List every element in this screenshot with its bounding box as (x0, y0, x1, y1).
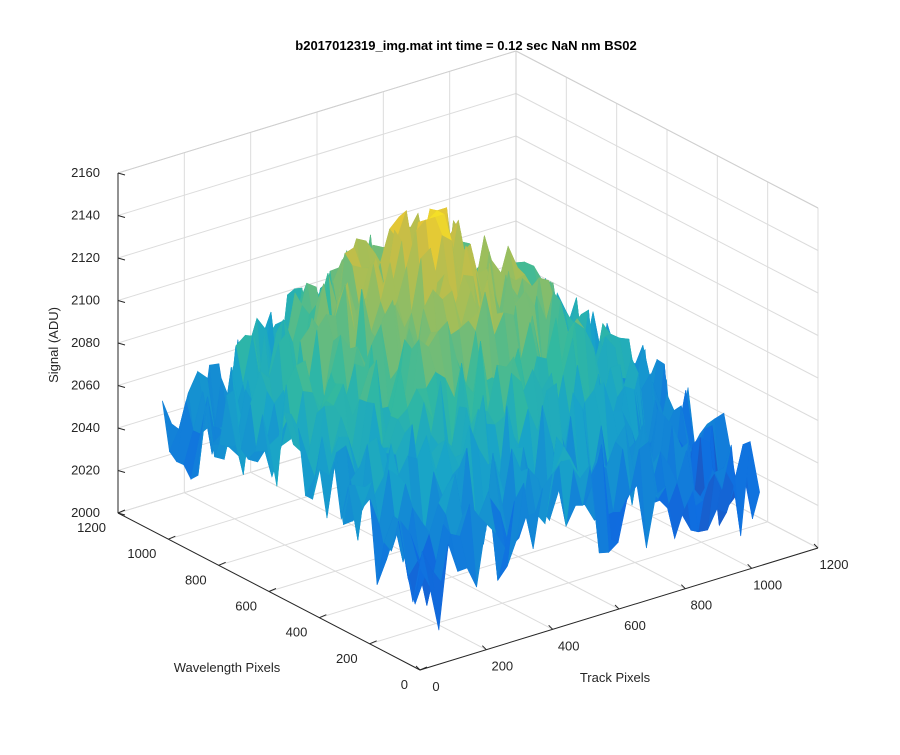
grid-line (515, 263, 819, 421)
y-tick-mark (117, 509, 126, 514)
z-tick-mark (117, 512, 126, 516)
grid-line (369, 521, 768, 645)
grid-line (515, 220, 819, 379)
y-tick-mark (419, 666, 428, 671)
x-tick-mark (481, 645, 487, 651)
z-tick-label: 2120 (71, 250, 100, 265)
grid-line (515, 135, 819, 294)
x-tick-mark (415, 665, 421, 671)
z-tick-mark (117, 215, 126, 218)
grid-line (117, 178, 517, 301)
z-tick-mark (117, 257, 126, 261)
x-tick-mark (680, 584, 686, 590)
x-tick-label: 600 (624, 618, 646, 633)
z-tick-mark (117, 427, 126, 431)
surface-patch (412, 551, 430, 603)
grid-line (117, 93, 517, 216)
y-tick-label: 400 (286, 625, 308, 640)
z-tick-mark (117, 385, 126, 388)
x-tick-label: 1200 (820, 557, 849, 572)
y-tick-label: 1200 (77, 520, 106, 535)
z-tick-mark (117, 300, 126, 303)
y-tick-label: 0 (401, 677, 408, 692)
x-tick-label: 200 (491, 659, 513, 674)
z-tick-mark (117, 172, 126, 176)
y-tick-mark (369, 640, 377, 645)
x-tick-label: 0 (432, 679, 439, 694)
x-tick-mark (614, 604, 620, 610)
grid-line (117, 135, 517, 259)
grid-line (515, 178, 819, 336)
z-tick-label: 2000 (71, 505, 100, 520)
tick-labels: 0 200 400 600 800 1000 1200 0 200 400 600 800 1000 12… (71, 165, 848, 694)
z-tick-label: 2140 (71, 208, 100, 223)
y-tick-mark (319, 614, 327, 619)
z-axis-label: Signal (ADU) (46, 307, 61, 383)
axes-lines (117, 172, 819, 671)
y-tick-mark (218, 561, 226, 566)
z-tick-label: 2020 (71, 463, 100, 478)
y-tick-label: 600 (235, 599, 257, 614)
z-tick-mark (117, 342, 126, 346)
z-tick-label: 2040 (71, 420, 100, 435)
y-tick-mark (168, 535, 176, 540)
y-tick-label: 800 (185, 572, 207, 587)
x-tick-mark (813, 543, 819, 549)
y-tick-label: 1000 (127, 546, 156, 561)
z-tick-label: 2160 (71, 165, 100, 180)
y-tick-label: 200 (336, 651, 358, 666)
box-edge (117, 50, 517, 174)
z-tick-label: 2080 (71, 335, 100, 350)
box-edge (515, 50, 819, 209)
x-tick-label: 800 (690, 598, 712, 613)
x-tick-label: 400 (558, 638, 580, 653)
x-tick-label: 1000 (753, 577, 782, 592)
z-tick-label: 2100 (71, 293, 100, 308)
z-tick-label: 2060 (71, 378, 100, 393)
y-tick-mark (268, 588, 277, 592)
y-axis-label: Wavelength Pixels (174, 660, 281, 675)
chart-title: b2017012319_img.mat int time = 0.12 sec … (295, 38, 636, 53)
z-tick-mark (117, 470, 126, 473)
x-axis-label: Track Pixels (580, 670, 651, 685)
x-tick-mark (548, 624, 554, 630)
x-tick-mark (747, 563, 753, 569)
surface-mesh (161, 206, 760, 631)
grid-line (515, 93, 819, 251)
